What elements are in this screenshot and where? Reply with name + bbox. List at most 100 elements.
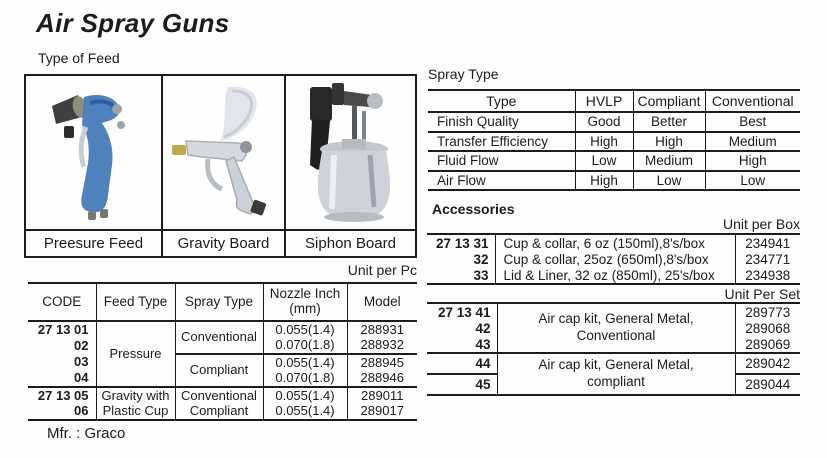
code-33: 33 bbox=[473, 267, 489, 283]
cell-value: High bbox=[574, 170, 633, 191]
table-row: 27 13 41 Air cap kit, General Metal, Con… bbox=[427, 303, 800, 353]
code-271331: 27 13 31 bbox=[435, 235, 489, 251]
cell-value: Good bbox=[574, 112, 633, 133]
unit-per-pc-table: CODE Feed Type Spray Type Nozzle Inch (m… bbox=[28, 282, 417, 421]
manufacturer-label: Mfr. : Graco bbox=[47, 425, 126, 442]
feed-gravity-line2: Plastic Cup bbox=[102, 402, 169, 418]
nozzle-value: 0.055(1.4) bbox=[262, 403, 347, 420]
gravity-feed-gun-icon bbox=[171, 86, 266, 215]
row-fluid-flow: Fluid Flow bbox=[428, 151, 575, 172]
nozzle-value: 0.055(1.4) bbox=[262, 353, 347, 371]
unit-per-box-label: Unit per Box bbox=[722, 216, 800, 232]
table-row: 03 Compliant 0.055(1.4) 288945 bbox=[28, 353, 417, 387]
caption-gravity-board: Gravity Board bbox=[161, 229, 284, 256]
spray-type-table: Type HVLP Compliant Conventional Finish … bbox=[428, 89, 800, 191]
table-row: Air Flow High Low Low bbox=[428, 170, 800, 191]
pressure-feed-gun-icon bbox=[51, 94, 125, 220]
pc-header-spray: Spray Type bbox=[174, 282, 263, 322]
caption-siphon-board: Siphon Board bbox=[284, 229, 415, 256]
table-row: 27 13 31 Cup & collar, 6 oz (150ml),8's/… bbox=[427, 234, 800, 251]
pc-header-nozzle-line2: (mm) bbox=[289, 301, 321, 316]
siphon-feed-gun-icon bbox=[309, 82, 390, 222]
part-number: 289042 bbox=[734, 352, 800, 374]
part-number: 234941 bbox=[734, 234, 800, 251]
row-transfer-efficiency: Transfer Efficiency bbox=[428, 131, 575, 152]
unit-per-pc-label: Unit per Pc bbox=[347, 262, 417, 278]
part-number: 289773 bbox=[734, 303, 800, 320]
set-group-conventional: 27 13 41 Air cap kit, General Metal, Con… bbox=[427, 303, 800, 353]
feed-type-pressure: Pressure bbox=[95, 321, 175, 387]
cell-value: Best bbox=[704, 112, 800, 133]
pc-header-feed: Feed Type bbox=[95, 282, 175, 322]
table-row: 32 Cup & collar, 25oz (650ml),8's/box 23… bbox=[427, 251, 800, 267]
pressure-feed-photo-cell bbox=[26, 76, 161, 229]
nozzle-value: 0.055(1.4) bbox=[262, 321, 347, 338]
cell-value: Medium bbox=[632, 151, 705, 172]
nozzle-value: 0.070(1.8) bbox=[262, 337, 347, 354]
pc-header-nozzle: Nozzle Inch (mm) bbox=[262, 282, 347, 322]
model-number: 289017 bbox=[346, 403, 417, 420]
code-32: 32 bbox=[473, 251, 489, 267]
type-of-feed-label: Type of Feed bbox=[38, 50, 120, 66]
spray-header-hvlp: HVLP bbox=[574, 89, 633, 113]
model-number: 288946 bbox=[346, 370, 417, 387]
code-03: 03 bbox=[74, 354, 89, 370]
cell-value: High bbox=[632, 131, 705, 152]
table-row: 06 Compliant 0.055(1.4) 289017 bbox=[28, 403, 417, 420]
cell-value: Low bbox=[632, 170, 705, 191]
accessory-desc: Cup & collar, 25oz (650ml),8's/box bbox=[494, 251, 735, 267]
set-group-compliant: 44 Air cap kit, General Metal, compliant… bbox=[427, 352, 800, 395]
table-row: Fluid Flow Low Medium High bbox=[428, 151, 800, 172]
part-number: 289044 bbox=[734, 373, 800, 395]
code-45: 45 bbox=[427, 373, 497, 395]
spray-type-compliant: Compliant bbox=[174, 403, 263, 420]
table-row: Transfer Efficiency High High Medium bbox=[428, 131, 800, 152]
table-row: 33 Lid & Liner, 32 oz (850ml), 25's/box … bbox=[427, 267, 800, 284]
code-42: 42 bbox=[475, 320, 491, 336]
code-44: 44 bbox=[427, 352, 497, 374]
code-271305: 27 13 05 bbox=[28, 386, 96, 404]
cell-value: Better bbox=[632, 112, 705, 133]
part-number: 234771 bbox=[734, 251, 800, 267]
cell-value: High bbox=[704, 151, 800, 172]
table-row: 27 13 05 Gravity with Plastic Cup Conven… bbox=[28, 386, 417, 420]
accessory-desc: Cup & collar, 6 oz (150ml),8's/box bbox=[494, 234, 735, 251]
table-row: 45 289044 bbox=[427, 373, 800, 395]
model-number: 289011 bbox=[346, 386, 417, 404]
spray-type-label: Spray Type bbox=[428, 66, 499, 82]
model-number: 288931 bbox=[346, 321, 417, 338]
type-of-feed-table: Preesure Feed Gravity Board Siphon Board bbox=[24, 74, 417, 258]
accessories-table: 27 13 31 Cup & collar, 6 oz (150ml),8's/… bbox=[427, 233, 800, 285]
table-row: 42 289068 bbox=[427, 320, 800, 336]
set-desc: Air cap kit, General Metal, Conventional bbox=[496, 303, 735, 353]
table-row: Finish Quality Good Better Best bbox=[428, 112, 800, 133]
spray-header-conventional: Conventional bbox=[704, 89, 800, 113]
cell-value: High bbox=[574, 131, 633, 152]
table-row: 44 Air cap kit, General Metal, compliant… bbox=[427, 352, 800, 395]
accessory-desc: Lid & Liner, 32 oz (850ml), 25's/box bbox=[494, 267, 735, 284]
unit-per-set-table: 27 13 41 Air cap kit, General Metal, Con… bbox=[427, 302, 800, 396]
set-desc: Air cap kit, General Metal, compliant bbox=[496, 352, 735, 395]
code-06: 06 bbox=[74, 403, 89, 419]
spray-type-compliant: Compliant bbox=[174, 353, 263, 387]
set-desc-line1: Air cap kit, General Metal, bbox=[538, 357, 694, 373]
part-number: 289068 bbox=[734, 320, 800, 336]
part-number: 289069 bbox=[734, 336, 800, 353]
spray-header-type: Type bbox=[428, 89, 575, 113]
pc-header-code: CODE bbox=[28, 282, 96, 322]
code-271341: 27 13 41 bbox=[437, 304, 491, 320]
siphon-feed-photo-cell bbox=[284, 76, 415, 229]
code-271301: 27 13 01 bbox=[37, 321, 89, 337]
unit-per-set-label: Unit Per Set bbox=[724, 286, 800, 302]
code-04: 04 bbox=[74, 370, 89, 386]
table-row: 27 13 01 Pressure Conventional 0.055(1.4… bbox=[28, 321, 417, 387]
nozzle-value: 0.070(1.8) bbox=[262, 370, 347, 387]
spray-type-conventional: Conventional bbox=[174, 321, 263, 354]
part-number: 234938 bbox=[734, 267, 800, 284]
spray-header-compliant: Compliant bbox=[632, 89, 705, 113]
feed-type-gravity: Gravity with Plastic Cup bbox=[95, 386, 175, 420]
caption-pressure-feed: Preesure Feed bbox=[26, 229, 161, 256]
model-number: 288932 bbox=[346, 337, 417, 354]
row-air-flow: Air Flow bbox=[428, 170, 575, 191]
